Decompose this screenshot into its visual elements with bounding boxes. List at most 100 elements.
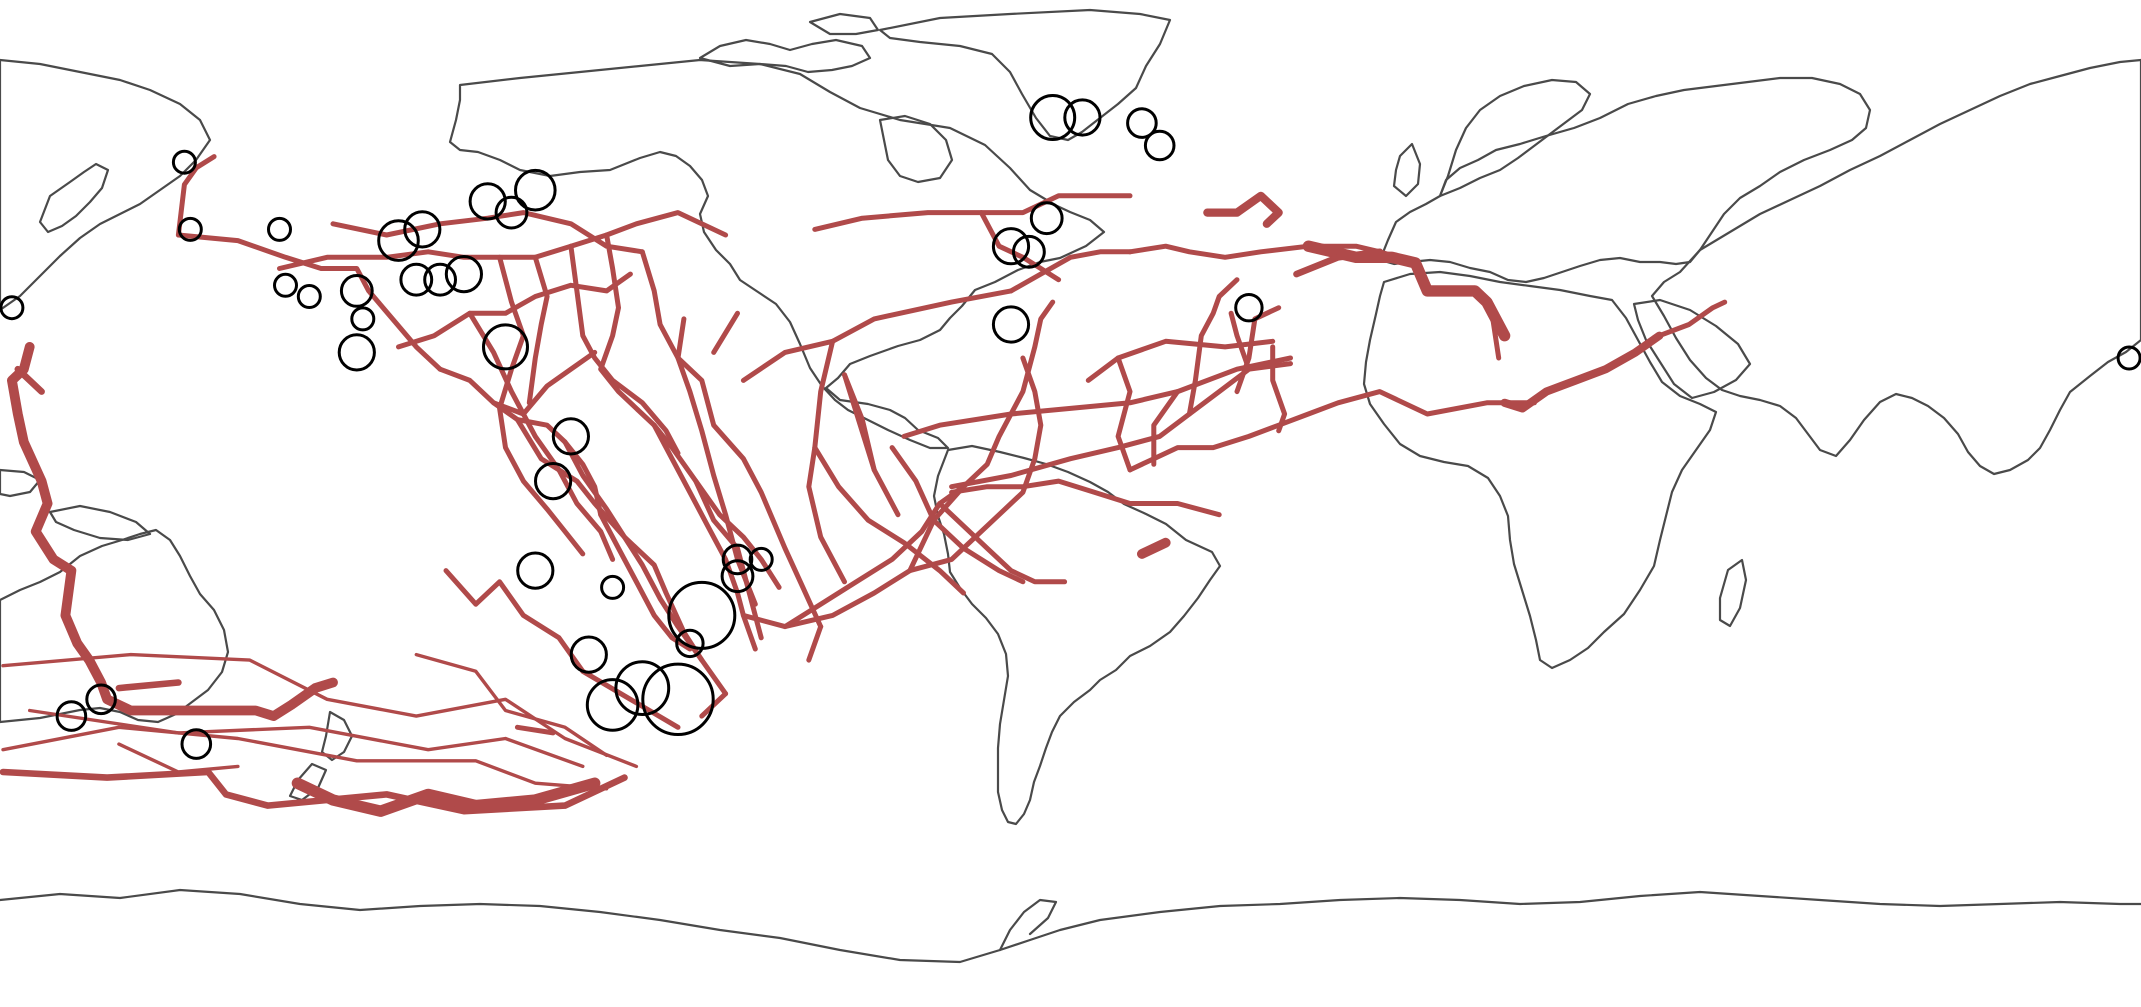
route-line [396,271,633,350]
site-marker-circle [180,728,213,760]
coastline-greenland [878,8,1172,142]
coastlines [0,8,2141,964]
route-line [443,568,681,730]
route-line [1127,389,1537,473]
route-line [1008,249,1133,294]
site-marker-circle [641,662,715,736]
route-line [277,210,729,271]
route-line [901,355,1293,439]
site-marker-circle [1029,201,1064,236]
route-line [1151,389,1181,467]
site-marker-circle [1143,129,1176,162]
route-line [1500,331,1664,413]
route-line [115,679,182,692]
route-line [467,310,616,562]
site-marker-circle [720,559,755,594]
route-line [175,232,443,372]
route-line [806,624,824,663]
coastline-europe [1378,76,1872,284]
coastline-britain [1392,142,1422,198]
route-line [842,372,877,473]
route-line [1656,299,1728,339]
site-marker-circle [614,660,671,716]
route-line [1228,310,1252,372]
route-line [330,210,645,255]
route-line [1234,305,1282,395]
coastline-arctic-islands [698,38,872,74]
site-marker-circle [444,255,483,294]
route-line [806,338,847,585]
site-marker-circle [403,210,442,249]
route-line [740,288,1014,383]
coastline-madagascar [1718,558,1748,628]
route-line [1137,537,1171,559]
site-marker-circle [675,628,705,659]
route-line [437,366,604,518]
site-marker-circle [585,678,640,732]
route-line [562,439,705,663]
route-line [1490,316,1502,361]
site-marker-circle [1012,234,1046,269]
site-marker-circle [1029,94,1077,141]
site-marker-circle [569,635,608,674]
route-line [7,342,338,721]
route-line [1186,277,1240,417]
site-marker-circle [423,262,458,297]
site-marker-circle [468,182,507,221]
route-line [117,742,240,774]
route-line [414,652,609,757]
site-markers [0,94,2141,760]
coastline-south-america [932,444,1222,826]
site-marker-circle [350,306,376,332]
route-line [175,154,217,238]
route-line [526,254,550,406]
site-marker-circle [377,219,420,262]
site-marker-circle [273,272,298,298]
route-line [491,349,598,417]
coastline-antarctic-peninsula [998,898,1058,952]
coastline-indonesia [0,468,42,498]
site-marker-circle [177,216,203,242]
route-line [812,445,966,596]
site-marker-circle [85,683,117,716]
site-marker-circle [551,417,591,456]
route-line [675,316,758,607]
site-marker-circle [2116,345,2141,371]
coastline-africa [1362,270,1718,670]
route-line [0,768,628,815]
route-line [1270,344,1288,434]
site-marker-circle [991,227,1031,266]
route-line [1302,240,1511,342]
coastline-hudson-bay [878,114,954,184]
site-marker-circle [991,305,1031,344]
site-marker-circle [55,700,88,732]
coastline-australia [0,528,230,724]
route-line [889,445,1026,585]
route-line [14,365,45,395]
coastline-asia [1650,58,2141,476]
coastline-east-asia-west [0,58,212,312]
migration-routes [0,154,1728,817]
site-marker-circle [482,323,529,371]
route-line [711,310,740,355]
route-line [598,512,693,652]
site-marker-circle [267,216,292,242]
route-line [639,249,824,630]
route-line [497,254,586,557]
site-marker-circle [339,274,374,308]
site-marker-circle [1234,293,1264,323]
route-line [937,501,1068,585]
route-line [949,361,1293,490]
route-line [1293,248,1384,278]
site-marker-circle [748,546,774,572]
site-marker-circle [514,168,557,212]
site-marker-circle [721,543,754,576]
route-line [812,193,1133,232]
site-marker-circle [171,149,197,175]
coastline-japan [38,162,110,234]
coastline-antarctica [0,888,2141,964]
site-marker-circle [534,462,573,501]
route-line [740,299,1056,630]
